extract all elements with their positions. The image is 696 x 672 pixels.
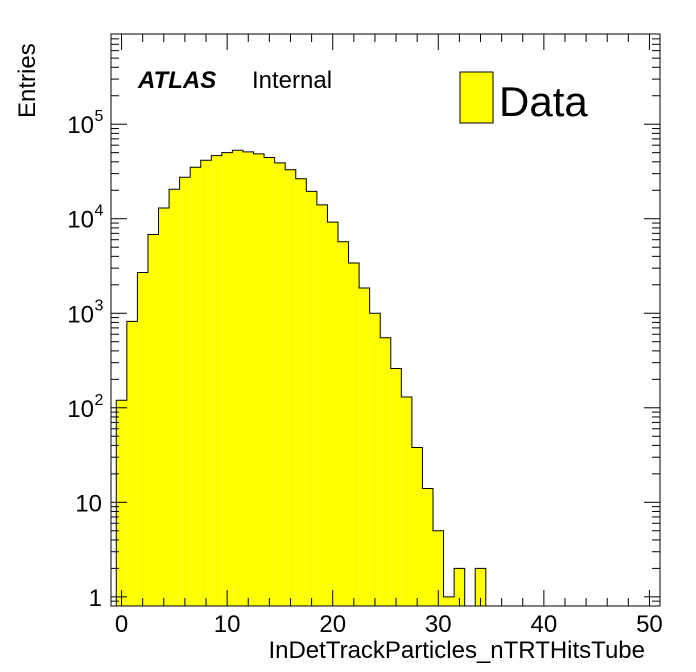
internal-label: Internal: [252, 67, 332, 94]
y-axis-title: Entries: [14, 43, 41, 118]
histogram-bar: [295, 178, 307, 607]
histogram-bar: [169, 189, 180, 606]
histogram-bar: [475, 568, 486, 606]
histogram-bar: [359, 288, 370, 606]
y-tick-label: 10: [67, 301, 94, 328]
y-tick-label: 10: [67, 396, 94, 423]
histogram-bar: [422, 488, 434, 606]
histogram-bar: [242, 151, 254, 606]
histogram-bar: [401, 397, 412, 606]
histogram-bar: [190, 167, 201, 607]
x-tick-label: 50: [636, 611, 663, 638]
histogram-bar: [285, 169, 296, 606]
histogram-bar: [221, 152, 233, 606]
histogram-bar: [411, 447, 423, 606]
y-tick-label: 10: [67, 207, 94, 234]
histogram-bar: [433, 530, 444, 606]
histogram-outline: [115, 149, 487, 606]
histogram-bar: [200, 160, 212, 606]
histogram-bar: [443, 596, 455, 606]
histogram-bar: [179, 177, 191, 606]
histogram-bar: [274, 162, 286, 606]
ticks-layer: [111, 33, 660, 607]
histogram-bar: [116, 400, 127, 606]
x-tick-label: 30: [425, 611, 452, 638]
x-tick-label: 10: [214, 611, 241, 638]
histogram-bar: [264, 157, 275, 606]
histogram-bar: [454, 568, 465, 606]
histogram-bar: [337, 241, 349, 606]
x-tick-label: 20: [319, 611, 346, 638]
legend-label-data: Data: [499, 78, 588, 125]
histogram-bar: [348, 263, 360, 606]
histogram-bar: [380, 337, 391, 606]
y-tick-label: 10: [75, 490, 102, 517]
x-axis-title: InDetTrackParticles_nTRTHitsTube: [268, 637, 645, 664]
y-tick-exponent: 5: [95, 108, 104, 125]
histogram-bar: [211, 155, 222, 606]
histogram-bar: [390, 368, 402, 606]
plot-frame: [110, 33, 661, 607]
histogram-bar: [158, 207, 170, 606]
y-tick-exponent: 2: [95, 392, 104, 409]
histogram-bar: [137, 272, 148, 606]
histogram-bar: [316, 204, 328, 606]
histogram-bar: [253, 153, 265, 606]
histogram-bar: [306, 191, 317, 606]
y-tick-label: 1: [89, 585, 102, 612]
y-tick-label: 10: [67, 112, 94, 139]
y-tick-exponent: 4: [95, 203, 104, 220]
histogram-bar: [327, 222, 338, 607]
x-tick-label: 40: [531, 611, 558, 638]
histogram-bar: [126, 321, 138, 606]
legend-swatch-data: [459, 71, 494, 124]
x-tick-label: 0: [115, 611, 128, 638]
y-tick-exponent: 3: [95, 297, 104, 314]
atlas-label: ATLAS: [137, 67, 216, 94]
histogram-bar: [147, 234, 159, 606]
bars-layer: [115, 149, 487, 607]
histogram-bar: [232, 150, 243, 606]
histogram-bar: [369, 313, 381, 606]
